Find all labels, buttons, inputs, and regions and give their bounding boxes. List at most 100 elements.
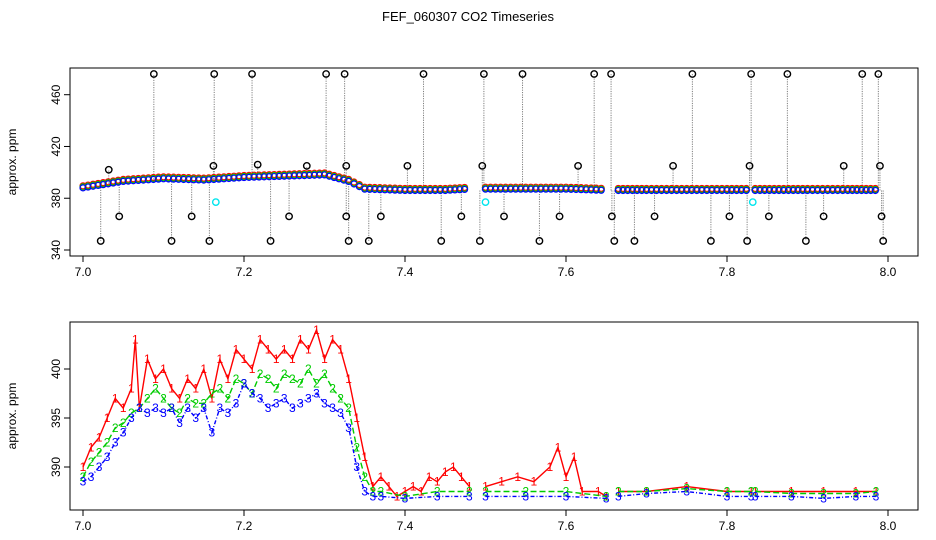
x-tick-label: 7.8 (719, 519, 736, 533)
outlier-point (167, 237, 176, 245)
y-tick-label: 390 (49, 457, 63, 477)
series-1-marker: 1 (571, 450, 578, 464)
series-3-marker: 3 (752, 489, 759, 503)
series-2-marker: 2 (128, 406, 135, 420)
series-3-marker: 3 (184, 401, 191, 415)
outlier-point (819, 212, 828, 221)
series-2-marker: 2 (192, 396, 199, 410)
series-2-marker: 2 (724, 485, 731, 499)
x-tick-label: 7.4 (397, 265, 414, 279)
series-3-marker: 3 (361, 485, 368, 499)
series-1-marker: 1 (514, 470, 521, 484)
series-1-marker: 1 (176, 391, 183, 405)
outlier-point (876, 161, 884, 170)
series-3-marker: 3 (104, 450, 111, 464)
series-1-marker: 1 (184, 372, 191, 386)
series-2-marker: 2 (369, 485, 376, 499)
series-2-marker: 2 (297, 377, 304, 391)
series-1-marker: 1 (104, 411, 111, 425)
baseline-point (460, 185, 469, 194)
series-1-marker: 1 (555, 440, 562, 454)
series-1-marker: 1 (418, 485, 425, 499)
series-3-marker: 3 (329, 401, 336, 415)
series-1-marker: 1 (361, 450, 368, 464)
outlier-point (747, 70, 756, 78)
y-tick-label: 380 (49, 188, 63, 208)
series-1-marker: 1 (120, 401, 127, 415)
series-3-marker: 3 (615, 489, 622, 503)
series-1-marker: 1 (265, 342, 272, 356)
series-1-marker: 1 (873, 485, 880, 499)
series-3-marker: 3 (152, 401, 159, 415)
series-1-marker: 1 (257, 333, 264, 347)
series-1-marker: 1 (498, 475, 505, 489)
series-3-marker: 3 (482, 489, 489, 503)
top-panel: 7.0 7.2 7.4 7.6 7.8 8.0 340 380 420 460 approx. pp… (5, 67, 919, 279)
series-1-marker: 1 (329, 333, 336, 347)
series-2-marker: 2 (265, 372, 272, 386)
series-1-marker: 1 (353, 411, 360, 425)
baseline-point (325, 172, 333, 180)
outlier-point (801, 237, 810, 245)
outlier-point (879, 237, 888, 245)
series-1-marker: 1 (369, 480, 376, 494)
series-2-marker: 2 (200, 396, 207, 410)
x-tick-label: 7.0 (75, 265, 92, 279)
series-3-marker: 3 (522, 489, 529, 503)
outlier-point (707, 237, 715, 245)
series-3-marker: 3 (313, 387, 320, 401)
outlier-point (607, 70, 615, 78)
series-2-marker: 2 (208, 387, 215, 401)
series-1-marker: 1 (160, 362, 167, 376)
series-1-marker: 1 (144, 352, 151, 366)
series-2-marker: 2 (643, 485, 650, 499)
series-3-marker: 3 (466, 489, 473, 503)
series-1-marker: 1 (313, 323, 320, 337)
series-1-marker: 1 (547, 460, 554, 474)
series-2-marker: 2 (225, 391, 232, 405)
series-2-marker: 2 (353, 440, 360, 454)
series-2-marker: 2 (378, 485, 385, 499)
outlier-point (688, 70, 697, 78)
series-2-marker: 2 (313, 377, 320, 391)
series-2-marker: 2 (289, 372, 296, 386)
outlier-point (266, 237, 275, 245)
outlier-point (518, 70, 527, 78)
series-3-marker: 3 (120, 426, 127, 440)
x-tick-label: 8.0 (880, 265, 897, 279)
outlier-point (96, 237, 105, 245)
outlier-point (149, 70, 158, 78)
series-2-marker: 2 (522, 485, 529, 499)
series-2-marker: 2 (329, 382, 336, 396)
outlier-point (590, 70, 599, 78)
series-3-marker: 3 (378, 489, 385, 503)
x-tick-label: 8.0 (880, 519, 897, 533)
outlier-point (376, 212, 385, 221)
series-3-marker: 3 (402, 491, 409, 505)
outlier-point (248, 70, 256, 78)
baseline-point (340, 176, 348, 184)
series-1-marker: 1 (128, 382, 135, 396)
series-3-marker: 3 (281, 391, 288, 405)
series-2-marker: 2 (345, 401, 352, 415)
series-2-marker: 2 (112, 421, 119, 435)
series-1-marker: 1 (200, 362, 207, 376)
outlier-point (457, 212, 466, 221)
series-3-marker: 3 (345, 421, 352, 435)
flag-point (211, 198, 220, 207)
series-3-marker: 3 (225, 406, 232, 420)
series-2-marker: 2 (615, 485, 622, 499)
series-1-marker: 1 (208, 391, 215, 405)
series-1-marker: 1 (132, 333, 139, 347)
series-1-marker: 1 (442, 465, 449, 479)
outlier-point (478, 161, 487, 170)
outlier-point (285, 212, 293, 221)
series-1-marker: 1 (563, 470, 570, 484)
series-2-marker: 2 (482, 485, 489, 499)
outlier-point (342, 161, 351, 170)
outlier-point (187, 212, 196, 221)
series-3-marker: 3 (160, 406, 167, 420)
series-2-marker: 2 (852, 486, 859, 500)
y-axis-label: approx. ppm (5, 129, 19, 196)
x-tick-label: 7.2 (236, 265, 253, 279)
